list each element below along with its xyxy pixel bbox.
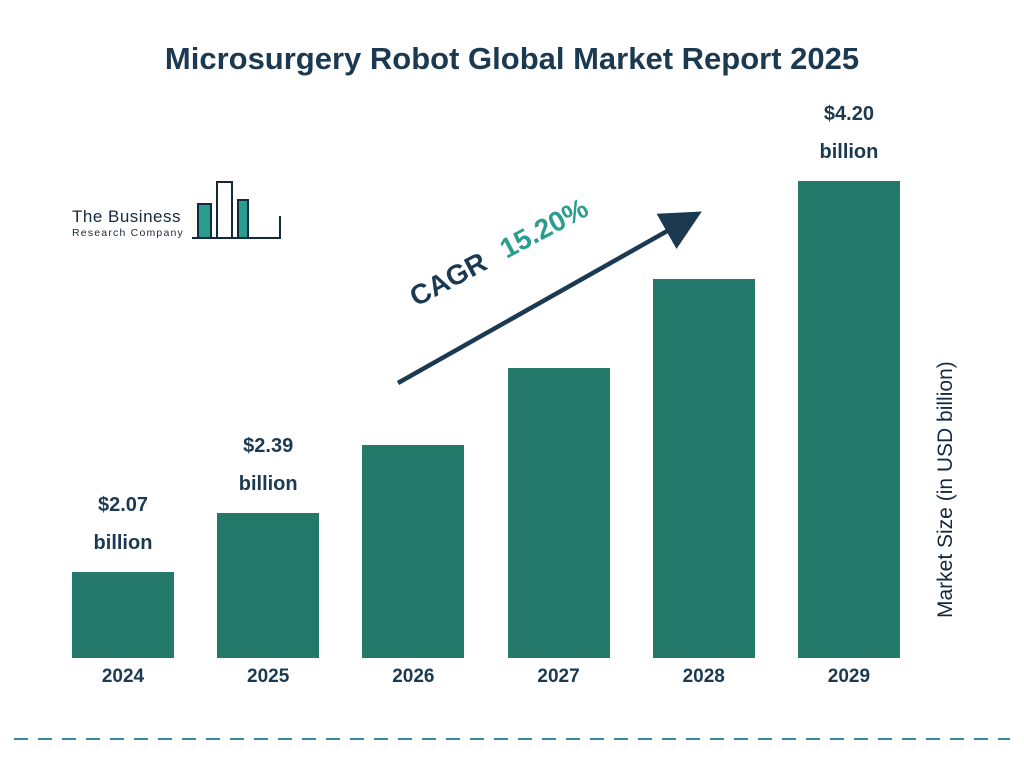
growth-arrow-icon — [392, 205, 712, 395]
company-logo: The Business Research Company — [72, 178, 282, 249]
x-axis-label-2027: 2027 — [537, 666, 580, 687]
y-axis-title: Market Size (in USD billion) — [934, 361, 957, 619]
logo-name-line2: Research Company — [72, 227, 184, 239]
page-title: Microsurgery Robot Global Market Report … — [164, 41, 860, 76]
company-logo-text: The Business Research Company — [72, 207, 184, 249]
bar-chart-logo-icon — [190, 178, 282, 249]
bar-value-label-2029: $4.20 billion — [819, 103, 879, 163]
bar-value-label-2024: $2.07 billion — [93, 494, 153, 554]
logo-name-line1: The Business — [72, 207, 181, 226]
bar-column-2028 — [652, 95, 755, 658]
bottom-divider — [14, 738, 1010, 740]
x-axis-label-2025: 2025 — [247, 666, 290, 687]
bar-2025 — [217, 513, 320, 658]
bar-2024 — [72, 572, 174, 658]
bar-value-label-2025: $2.39 billion — [238, 435, 298, 495]
bar-column-2024: $2.07 billion — [72, 95, 174, 658]
bar-2028 — [652, 279, 755, 658]
x-axis-label-2028: 2028 — [682, 666, 725, 687]
bar-column-2025: $2.39 billion — [217, 95, 320, 658]
bar-chart-plot-area: $2.07 billion $2.39 billion $4.20 billion — [72, 95, 900, 658]
x-axis-label-2029: 2029 — [827, 666, 871, 687]
bar-2029 — [797, 181, 900, 658]
x-axis-label-2024: 2024 — [101, 666, 145, 687]
bar-column-2026 — [362, 95, 465, 658]
x-axis-label-2026: 2026 — [392, 666, 435, 687]
bar-2026 — [362, 445, 465, 658]
x-axis-labels: 2024 2025 2026 2027 2028 2029 — [72, 666, 900, 688]
bar-column-2027 — [507, 95, 610, 658]
bar-column-2029: $4.20 billion — [797, 95, 900, 658]
bar-2027 — [507, 368, 610, 658]
